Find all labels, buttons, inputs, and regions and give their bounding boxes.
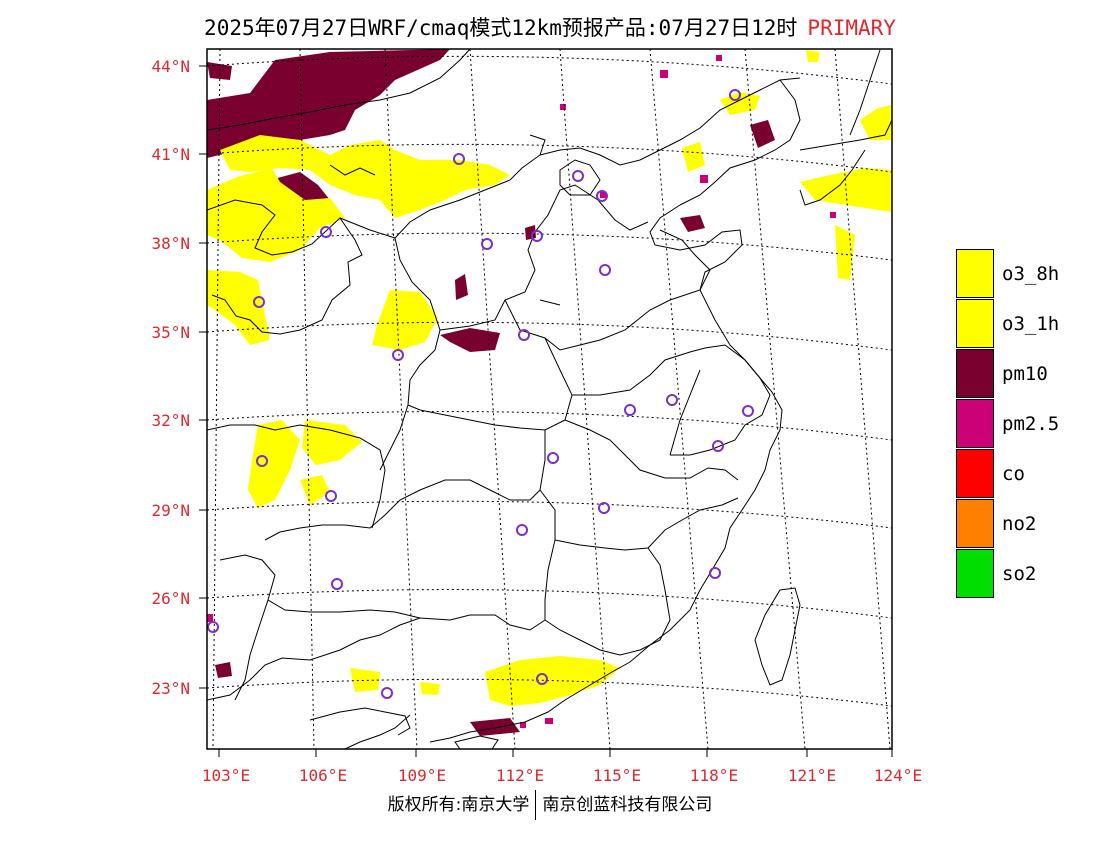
map-title: 2025年07月27日WRF/cmaq模式12km预报产品:07月27日12时 P… (0, 12, 1100, 42)
graticule (207, 49, 892, 749)
pm10-region-coast (215, 120, 775, 736)
hainan-island (454, 735, 499, 749)
lon-label-115: 115°E (593, 766, 641, 785)
legend-label: pm2.5 (1002, 413, 1060, 435)
legend-swatch (956, 449, 994, 498)
lat-label-23: 23°N (151, 679, 190, 698)
lon-label-103: 103°E (202, 766, 250, 785)
legend-label: o3_1h (1002, 313, 1060, 335)
legend-item-so2: so2 (956, 549, 1100, 599)
legend-swatch (956, 549, 994, 598)
legend-item-o3-8h: o3_8h (956, 249, 1100, 299)
legend-item-pm10: pm10 (956, 349, 1100, 399)
lon-label-124: 124°E (874, 766, 922, 785)
legend-swatch (956, 299, 994, 348)
coastline (309, 49, 892, 749)
legend-swatch (956, 399, 994, 448)
legend-swatch (956, 499, 994, 548)
title-tag: PRIMARY (807, 16, 896, 40)
o3-region-north (207, 50, 892, 706)
lon-label-112: 112°E (496, 766, 544, 785)
pm25-spots (207, 55, 836, 728)
lat-label-35: 35°N (151, 323, 190, 342)
lon-label-118: 118°E (690, 766, 738, 785)
legend-label: pm10 (1002, 363, 1048, 385)
lon-label-109: 109°E (398, 766, 446, 785)
legend-label: no2 (1002, 513, 1037, 535)
map-frame (206, 48, 893, 750)
footer-company: 南京创蓝科技有限公司 (542, 795, 713, 815)
pollutant-legend: o3_8h o3_1h pm10 pm2.5 co no2 so2 (956, 249, 1100, 599)
legend-item-o3-1h: o3_1h (956, 299, 1100, 349)
legend-item-co: co (956, 449, 1100, 499)
legend-label: co (1002, 463, 1025, 485)
legend-label: o3_8h (1002, 263, 1060, 285)
legend-label: so2 (1002, 563, 1037, 585)
lat-label-41: 41°N (151, 145, 190, 164)
copyright-footer: 版权所有:南京大学 南京创蓝科技有限公司 (0, 790, 1100, 820)
footer-separator (535, 790, 537, 820)
axis-ticks (199, 65, 893, 757)
lat-label-32: 32°N (151, 411, 190, 430)
legend-item-no2: no2 (956, 499, 1100, 549)
legend-swatch (956, 249, 994, 298)
city-markers (207, 89, 754, 699)
lat-label-38: 38°N (151, 234, 190, 253)
legend-item-pm25: pm2.5 (956, 399, 1100, 449)
taiwan-island (754, 587, 801, 686)
footer-owner: 版权所有:南京大学 (387, 795, 530, 815)
lat-label-29: 29°N (151, 501, 190, 520)
lat-label-26: 26°N (151, 589, 190, 608)
lon-label-106: 106°E (299, 766, 347, 785)
lat-label-44: 44°N (151, 57, 190, 76)
title-main: 2025年07月27日WRF/cmaq模式12km预报产品:07月27日12时 (204, 16, 798, 40)
lon-label-121: 121°E (788, 766, 836, 785)
legend-swatch (956, 349, 994, 398)
